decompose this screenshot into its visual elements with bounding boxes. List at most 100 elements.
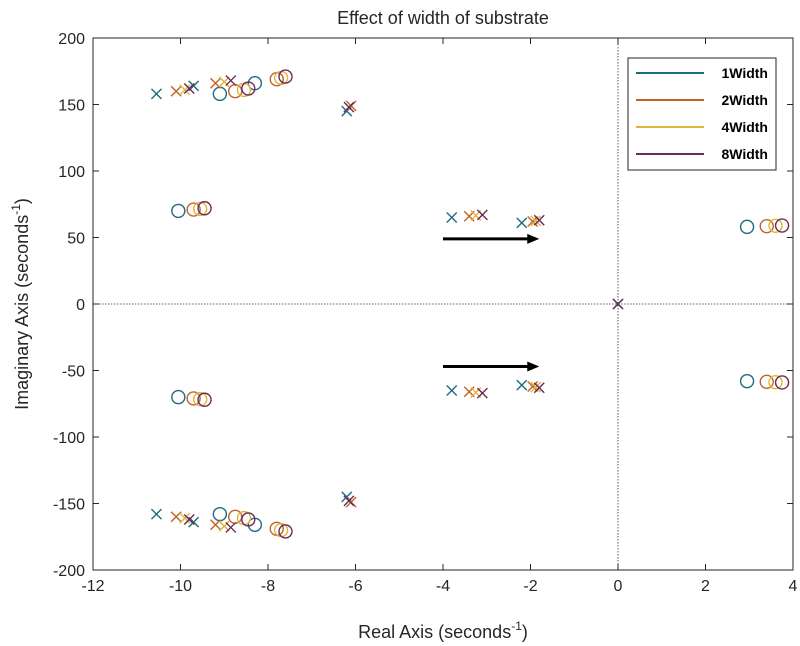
x-tick-label: -4 <box>436 578 450 595</box>
pole-marker <box>612 298 624 310</box>
pole-marker <box>446 212 458 224</box>
x-tick-label: -2 <box>523 578 537 595</box>
pole-marker-stroke <box>179 512 191 524</box>
pole-marker <box>533 382 545 394</box>
legend-item-8width: 8Width <box>636 146 768 162</box>
pole-marker <box>210 77 221 89</box>
pole-marker-stroke <box>446 384 458 396</box>
zero-marker <box>278 524 293 539</box>
zero-marker <box>241 512 256 527</box>
pole-marker-stroke <box>188 516 200 528</box>
pole-marker-stroke <box>150 88 162 100</box>
zero-marker <box>192 391 208 407</box>
y-tick-label: 150 <box>58 98 85 115</box>
legend-item-2width: 2Width <box>636 92 768 108</box>
pole-marker-stroke <box>170 511 182 523</box>
pole-marker-stroke <box>225 521 237 533</box>
pole-marker <box>218 520 230 532</box>
pole-marker <box>210 519 221 531</box>
pole-marker-stroke <box>210 77 221 89</box>
pole-marker-stroke <box>530 215 542 227</box>
pole-marker-stroke <box>170 85 182 97</box>
legend: 1Width 2Width 4Width 8Width <box>627 57 777 171</box>
pole-marker <box>476 387 488 399</box>
x-tick-label: -8 <box>261 578 275 595</box>
y-tick-label: -200 <box>53 563 85 580</box>
pole-marker <box>516 217 528 229</box>
arrow-annotation <box>443 233 540 244</box>
y-tick-label: -100 <box>53 430 85 447</box>
legend-label: 8Width <box>721 146 768 162</box>
pole-marker <box>170 511 182 523</box>
y-tick-label: -50 <box>62 364 85 381</box>
pole-marker <box>527 380 539 392</box>
pole-marker-stroke <box>218 520 230 532</box>
zero-marker <box>171 389 186 405</box>
pole-marker <box>516 379 528 391</box>
pole-marker <box>170 85 182 97</box>
legend-label: 1Width <box>721 65 768 81</box>
y-axis-title-text: Imaginary Axis (seconds <box>12 215 32 410</box>
zero-marker <box>278 69 293 84</box>
pole-marker-stroke <box>516 217 528 229</box>
zero-marker <box>739 373 755 389</box>
x-tick-label: -6 <box>348 578 362 595</box>
pole-marker-stroke <box>150 508 162 520</box>
zero-marker <box>197 392 212 407</box>
pole-marker-stroke <box>446 212 458 224</box>
zero-marker <box>192 201 208 217</box>
y-tick-label: 100 <box>58 164 85 181</box>
x-tick-label: 2 <box>701 578 710 595</box>
pole-marker-stroke <box>476 387 488 399</box>
legend-item-1width: 1Width <box>636 65 768 81</box>
pole-marker <box>446 384 458 396</box>
zero-marker <box>171 203 186 219</box>
pole-marker <box>225 521 237 533</box>
pole-marker-stroke <box>183 513 195 525</box>
legend-label: 2Width <box>721 92 768 108</box>
pole-marker-stroke <box>527 216 539 228</box>
pole-marker-stroke <box>476 209 488 221</box>
x-tick-label: 4 <box>789 578 798 595</box>
pole-marker <box>183 83 195 95</box>
x-tick-label: -12 <box>81 578 104 595</box>
zero-marker <box>759 218 774 234</box>
pole-marker-stroke <box>516 379 528 391</box>
pole-marker <box>530 215 542 227</box>
pole-marker <box>218 76 230 88</box>
x-axis-title: Real Axis (seconds-1) <box>358 619 528 642</box>
pole-marker-stroke <box>225 75 237 87</box>
y-tick-label: -150 <box>53 497 85 514</box>
x-tick-label: -10 <box>169 578 192 595</box>
arrow-annotation <box>443 361 540 372</box>
zero-marker <box>768 375 783 390</box>
pole-marker <box>530 381 542 393</box>
y-axis-title-exponent: -1 <box>9 204 23 215</box>
pole-marker-stroke <box>343 495 355 507</box>
pole-marker-stroke <box>530 381 542 393</box>
y-tick-label: 0 <box>76 297 85 314</box>
y-axis-title: Imaginary Axis (seconds-1) <box>9 198 32 410</box>
pole-marker <box>225 75 237 87</box>
arrow-head <box>527 361 540 372</box>
pole-marker <box>343 101 355 113</box>
pole-marker-stroke <box>533 214 545 226</box>
zero-marker <box>241 81 256 96</box>
zero-marker <box>759 374 774 390</box>
pole-marker-stroke <box>210 519 221 531</box>
x-tick-label: 0 <box>614 578 623 595</box>
pole-marker-stroke <box>218 76 230 88</box>
pole-marker <box>533 214 545 226</box>
pole-marker <box>343 495 355 507</box>
x-axis-title-text: Real Axis (seconds <box>358 622 511 642</box>
pole-marker-stroke <box>533 382 545 394</box>
pole-marker <box>183 513 195 525</box>
zero-marker <box>768 218 783 233</box>
zero-marker <box>739 219 755 235</box>
pole-marker <box>150 88 162 100</box>
arrow-head <box>527 233 540 244</box>
pole-marker-stroke <box>612 298 624 310</box>
zero-marker <box>186 391 201 406</box>
pole-marker <box>476 209 488 221</box>
